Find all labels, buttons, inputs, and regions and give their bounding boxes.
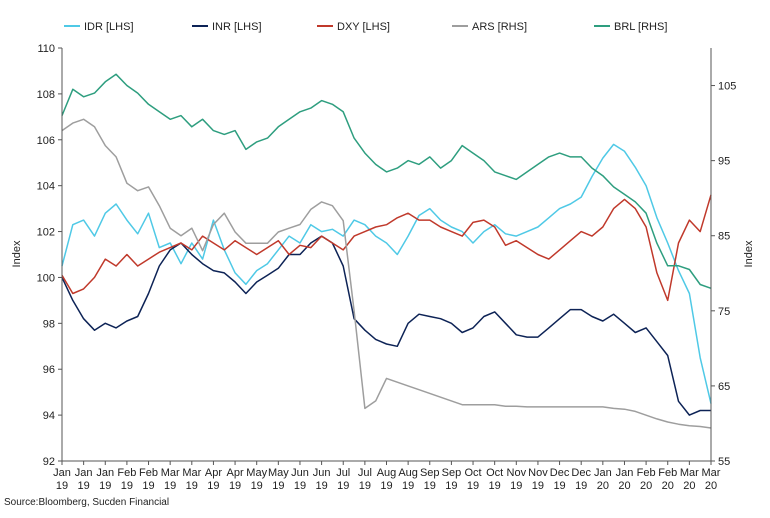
x-tick-label: Dec [550,467,570,479]
x-tick-label: Jan [96,467,114,479]
right-tick-label: 55 [718,456,730,468]
x-tick-label: Feb [117,467,136,479]
right-tick-label: 95 [718,156,730,168]
x-tick-label: Mar [161,467,180,479]
axes [61,48,712,462]
x-tick-label: Nov [528,467,548,479]
plot-lines [61,73,712,429]
x-tick-label: Jan [616,467,634,479]
source-note: Source:Bloomberg, Sucden Financial [4,497,170,508]
legend-label: INR [LHS] [212,21,262,33]
x-tick-label: 20 [683,480,695,492]
left-tick-label: 92 [43,456,55,468]
series-line-inr [61,235,711,416]
x-tick-label: 20 [618,480,630,492]
x-tick-label: 19 [78,480,90,492]
x-tick-label: 19 [56,480,68,492]
x-tick-label: Oct [464,467,481,479]
x-tick-label: 19 [337,480,349,492]
x-tick-label: Sep [442,467,462,479]
left-axis-ticks: 92 94 96 98 100 102 104 106 108 110 [37,43,62,468]
x-tick-label: 19 [164,480,176,492]
series-line-idr [61,143,712,404]
x-tick-label: 19 [510,480,522,492]
x-tick-label: 19 [489,480,501,492]
left-tick-label: 110 [37,43,55,55]
x-tick-label: 19 [294,480,306,492]
left-tick-label: 102 [37,227,55,239]
x-tick-label: 19 [251,480,263,492]
x-tick-label: 19 [380,480,392,492]
x-tick-label: 19 [315,480,327,492]
x-tick-label: Jan [594,467,612,479]
legend-label: DXY [LHS] [337,21,390,33]
legend: IDR [LHS] INR [LHS] DXY [LHS] ARS [RHS] BRL … [64,21,667,33]
x-tick-label: 20 [640,480,652,492]
x-tick-label: May [246,467,267,479]
x-tick-label: Jun [313,467,331,479]
right-tick-label: 65 [718,381,730,393]
x-tick-label: 19 [207,480,219,492]
x-tick-label: Oct [486,467,503,479]
left-tick-label: 104 [37,181,55,193]
x-tick-label: Nov [507,467,527,479]
x-tick-label: 19 [532,480,544,492]
x-tick-label: 19 [445,480,457,492]
x-tick-label: 19 [121,480,133,492]
right-axis-title: Index [743,240,755,267]
left-tick-label: 94 [43,410,55,422]
x-tick-label: 19 [99,480,111,492]
x-tick-label: 19 [186,480,198,492]
x-tick-label: 20 [662,480,674,492]
legend-label: IDR [LHS] [84,21,134,33]
x-tick-label: Jun [291,467,309,479]
x-tick-label: 19 [424,480,436,492]
right-tick-label: 105 [718,81,736,93]
x-axis-ticks: Jan19Jan19Jan19Feb19Feb19Mar19Mar19Apr19… [53,461,721,492]
x-tick-label: Jul [358,467,372,479]
series-line-ars [61,118,712,429]
x-tick-label: 19 [553,480,565,492]
x-tick-label: Apr [205,467,222,479]
left-tick-label: 108 [37,89,55,101]
x-tick-label: 19 [575,480,587,492]
x-tick-label: 19 [229,480,241,492]
legend-label: BRL [RHS] [614,21,667,33]
x-tick-label: Feb [637,467,656,479]
x-tick-label: 19 [359,480,371,492]
x-tick-label: May [268,467,289,479]
right-axis-ticks: 55 65 75 85 95 105 [711,81,736,468]
series-line-brl [61,73,712,290]
x-tick-label: Mar [182,467,201,479]
left-tick-label: 106 [37,135,55,147]
x-tick-label: Jan [75,467,93,479]
left-tick-label: 96 [43,364,55,376]
x-tick-label: Feb [139,467,158,479]
x-tick-label: Aug [398,467,418,479]
x-tick-label: 19 [402,480,414,492]
x-tick-label: Dec [571,467,591,479]
x-tick-label: 19 [272,480,284,492]
series-line-dxy [61,194,712,302]
x-tick-label: Sep [420,467,440,479]
legend-label: ARS [RHS] [472,21,527,33]
left-tick-label: 98 [43,318,55,330]
x-tick-label: Aug [377,467,397,479]
left-axis-title: Index [11,240,23,267]
left-tick-label: 100 [37,272,55,284]
x-tick-label: Mar [702,467,721,479]
x-tick-label: Apr [227,467,244,479]
x-tick-label: 20 [705,480,717,492]
x-tick-label: Mar [680,467,699,479]
x-tick-label: 19 [467,480,479,492]
x-tick-label: Feb [658,467,677,479]
right-tick-label: 75 [718,306,730,318]
x-tick-label: Jan [53,467,71,479]
x-tick-label: Jul [336,467,350,479]
x-tick-label: 19 [142,480,154,492]
x-tick-label: 20 [597,480,609,492]
right-tick-label: 85 [718,231,730,243]
